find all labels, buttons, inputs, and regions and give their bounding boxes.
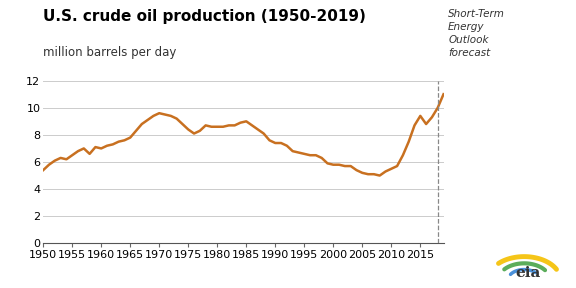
Text: U.S. crude oil production (1950-2019): U.S. crude oil production (1950-2019): [43, 9, 366, 24]
Text: eia: eia: [516, 266, 541, 280]
Text: million barrels per day: million barrels per day: [43, 46, 177, 59]
Text: Short-Term
Energy
Outlook
forecast: Short-Term Energy Outlook forecast: [448, 9, 505, 58]
